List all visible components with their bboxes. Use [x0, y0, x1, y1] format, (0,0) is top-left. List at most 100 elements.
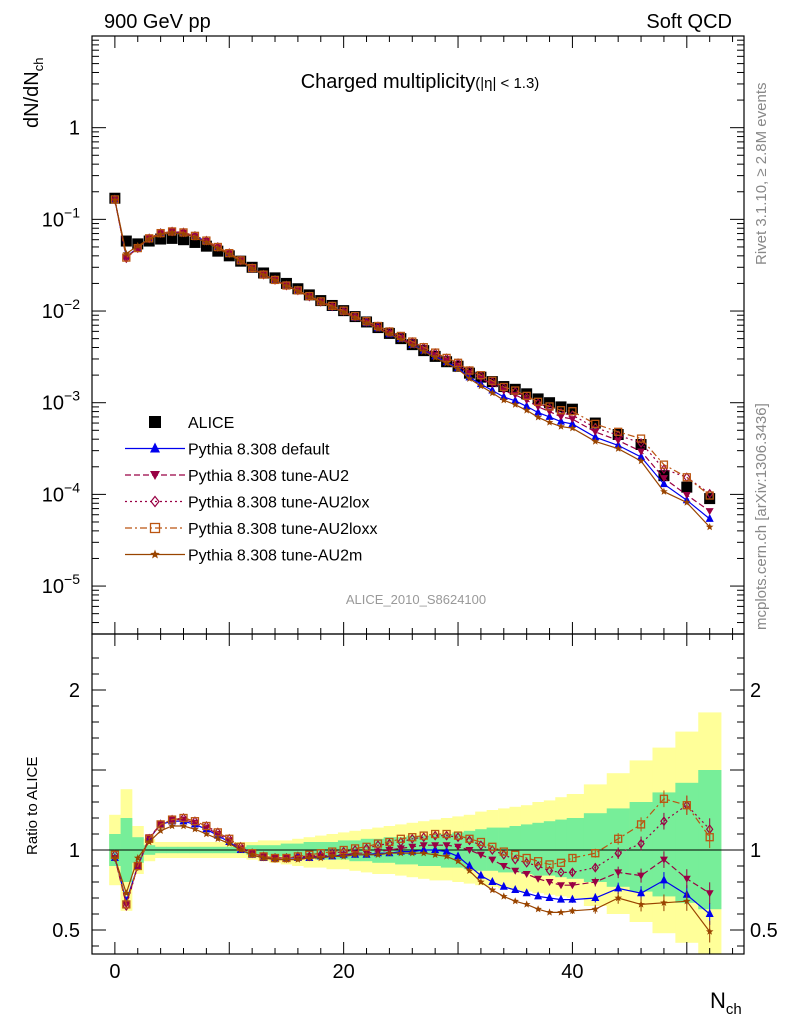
y-tick-label-base-0: 1 [69, 118, 80, 140]
x-axis-label-sub: ch [726, 1001, 742, 1018]
series-5-ratio-point-36 [522, 900, 531, 908]
series-5-ratio-point-13 [259, 854, 268, 862]
series-4-point-5 [167, 227, 177, 236]
y-tick-label-base-2: 10 [42, 301, 64, 323]
series-1-ratio-point-40 [568, 894, 577, 903]
side-label-mcplots: mcplots.cern.ch [arXiv:1306.3436] [753, 403, 770, 630]
series-3-point-41 [591, 422, 600, 433]
series-2-ratio-point-35 [511, 867, 520, 875]
series-5-point-25 [397, 335, 405, 343]
series-5-point-38 [545, 418, 554, 426]
y-tick-label-base-4: 10 [42, 484, 64, 506]
series-3-point-42 [614, 430, 622, 441]
x-axis-label: Nch [710, 988, 742, 1018]
series-4-ratio-point-37 [533, 857, 543, 866]
series-4-ratio-point-38 [545, 860, 554, 869]
series-4-point-35 [511, 386, 520, 395]
series-5-ratio-point-42 [614, 894, 622, 902]
ratio-tick-label-left-1: 1 [69, 840, 80, 862]
series-2-ratio-point-25 [396, 845, 405, 853]
ratio-frame [91, 633, 745, 955]
series-5-point-16 [294, 287, 302, 295]
series-4-ratio-point-14 [270, 853, 280, 863]
alice-point-35 [509, 383, 521, 395]
tick-labels: 110−110−210−310−410−50 20 402 21 10.5 0.5 [42, 118, 778, 983]
main-plot [109, 192, 716, 531]
series-5-point-7 [191, 233, 199, 241]
series-3-ratio-point-38 [545, 865, 554, 876]
series-2-ratio-point-27 [419, 842, 428, 850]
legend-label-2: Pythia 8.308 tune-AU2 [188, 468, 349, 485]
series-5-point-27 [419, 347, 428, 355]
series-4-point-42 [614, 427, 623, 436]
series-2-ratio-point-33 [488, 856, 497, 864]
series-5-point-6 [179, 230, 188, 238]
series-5-ratio-point-35 [511, 897, 519, 905]
series-5-ratio-point-30 [454, 857, 462, 865]
series-4-ratio-point-46 [705, 833, 714, 842]
series-5-point-46 [705, 523, 714, 531]
series-4-ratio-point-1 [122, 900, 131, 909]
series-5-point-44 [660, 487, 668, 495]
legend-marker-5 [150, 549, 160, 559]
ratio-tick-label-right-2: 0.5 [750, 920, 778, 942]
band-green-40 [566, 818, 585, 879]
series-4-point-7 [190, 231, 200, 241]
series-5-ratio-point-9 [214, 834, 222, 842]
series-5-ratio-point-1 [122, 889, 131, 897]
series-4-ratio-point-26 [408, 833, 417, 842]
alice-point-45 [681, 481, 693, 493]
series-2-ratio-point-29 [442, 842, 451, 850]
series-2-ratio-point-31 [465, 847, 474, 854]
series-1-ratio-point-34 [499, 881, 508, 890]
alice-point-5 [166, 232, 178, 244]
series-4-point-45 [682, 473, 691, 482]
series-5-point-41 [591, 437, 600, 445]
analysis-label: ALICE_2010_S8624100 [346, 592, 486, 607]
series-1-ratio-point-30 [454, 851, 463, 860]
series-4-point-16 [293, 286, 303, 295]
series-5-point-11 [236, 257, 245, 265]
legend: ALICE Pythia 8.308 default Pythia 8.308 tu… [125, 415, 377, 565]
y-tick-label-exp-3: −3 [64, 388, 80, 404]
alice-point-6 [178, 234, 190, 246]
series-3-point-39 [557, 407, 565, 418]
series-2-ratio-point-26 [408, 843, 417, 851]
main-frame [91, 35, 745, 635]
series-5-ratio-point-31 [465, 866, 474, 874]
series-3-point-1 [122, 253, 131, 264]
series-2-ratio-point-40 [568, 882, 577, 890]
y-tick-label-4: 10−4 [42, 479, 80, 506]
series-4-ratio-point-23 [373, 839, 383, 848]
band-green-44 [652, 792, 676, 897]
legend-marker-0 [149, 416, 161, 428]
legend-label-3: Pythia 8.308 tune-AU2lox [188, 495, 369, 512]
series-3-ratio-point-42 [614, 848, 622, 859]
series-5-ratio-point-14 [271, 855, 279, 863]
series-5-ratio-point-22 [362, 850, 371, 858]
series-4-point-43 [636, 434, 646, 443]
series-1-point-35 [511, 395, 520, 404]
chart-title: Charged multiplicity(|η| < 1.3) [301, 71, 540, 93]
series-2-ratio-point-39 [556, 882, 565, 890]
series-5-point-8 [202, 238, 211, 246]
series-5-ratio-point-5 [168, 822, 176, 830]
series-5-point-18 [317, 298, 325, 306]
series-2-point-46 [705, 508, 714, 516]
series-5-ratio-point-20 [339, 852, 348, 860]
series-5-ratio-point-12 [248, 850, 256, 858]
ratio-tick-label-right-1: 1 [750, 840, 761, 862]
ratio-tick-label-left-0: 2 [69, 680, 80, 702]
band-green-45 [675, 782, 699, 903]
series-4-point-12 [247, 263, 257, 273]
y-tick-label-5: 10−5 [42, 571, 80, 598]
series-3-ratio-point-31 [465, 835, 474, 846]
series-2-point-45 [682, 492, 691, 500]
series-5-point-39 [557, 422, 565, 430]
band-green-39 [555, 819, 568, 878]
series-5-ratio-point-7 [191, 825, 199, 833]
series-5-ratio-point-11 [236, 846, 245, 854]
series-4-point-32 [476, 371, 486, 380]
series-5-point-15 [282, 281, 291, 290]
